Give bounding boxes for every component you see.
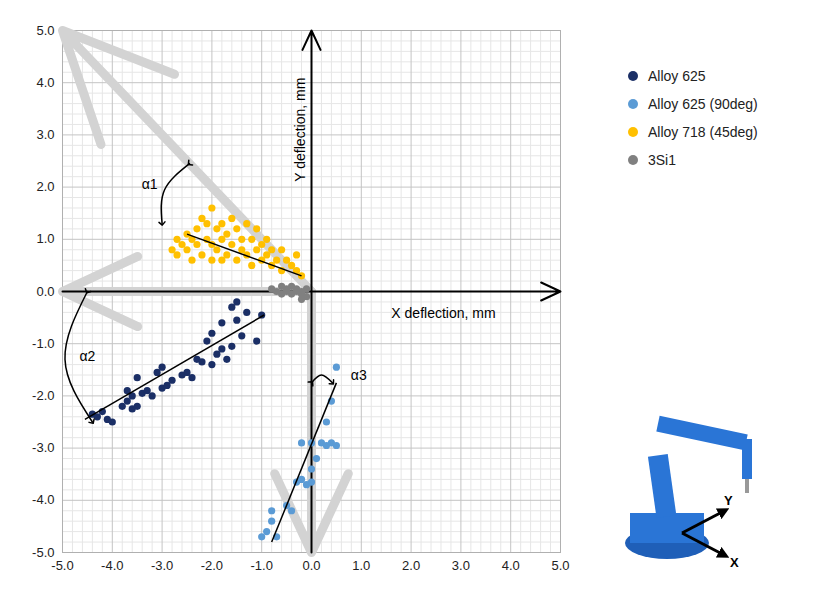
svg-text:-5.0: -5.0 [51, 558, 73, 573]
svg-text:Y deflection, mm: Y deflection, mm [292, 78, 308, 182]
svg-text:4.0: 4.0 [36, 75, 54, 90]
svg-text:-2.0: -2.0 [201, 558, 223, 573]
svg-text:5.0: 5.0 [551, 558, 569, 573]
svg-text:3.0: 3.0 [452, 558, 470, 573]
svg-text:2.0: 2.0 [402, 558, 420, 573]
svg-text:-4.0: -4.0 [101, 558, 123, 573]
svg-text:0.0: 0.0 [302, 558, 320, 573]
svg-text:-3.0: -3.0 [151, 558, 173, 573]
svg-text:-4.0: -4.0 [32, 492, 54, 507]
html-text:Alloy 625: Alloy 625 [648, 68, 706, 84]
svg-text:-5.0: -5.0 [32, 545, 54, 560]
svg-text:1.0: 1.0 [36, 231, 54, 246]
svg-text:Y: Y [724, 493, 733, 508]
svg-text:-1.0: -1.0 [250, 558, 272, 573]
svg-text:1.0: 1.0 [352, 558, 370, 573]
svg-text:0.0: 0.0 [36, 284, 54, 299]
svg-text:3.0: 3.0 [36, 127, 54, 142]
html-text:Alloy 718 (45deg): Alloy 718 (45deg) [648, 124, 758, 140]
svg-text:-1.0: -1.0 [32, 336, 54, 351]
svg-text:X deflection, mm: X deflection, mm [391, 305, 495, 321]
svg-text:5.0: 5.0 [36, 23, 54, 38]
svg-text:-2.0: -2.0 [32, 388, 54, 403]
svg-text:X: X [730, 555, 739, 570]
html-text:Alloy 625 (90deg): Alloy 625 (90deg) [648, 96, 758, 112]
svg-text:α1: α1 [142, 176, 158, 192]
html-text:3Si1: 3Si1 [648, 152, 676, 168]
svg-text:2.0: 2.0 [36, 179, 54, 194]
svg-text:4.0: 4.0 [502, 558, 520, 573]
svg-text:α2: α2 [79, 348, 95, 364]
svg-text:α3: α3 [351, 367, 367, 383]
svg-text:-3.0: -3.0 [32, 440, 54, 455]
